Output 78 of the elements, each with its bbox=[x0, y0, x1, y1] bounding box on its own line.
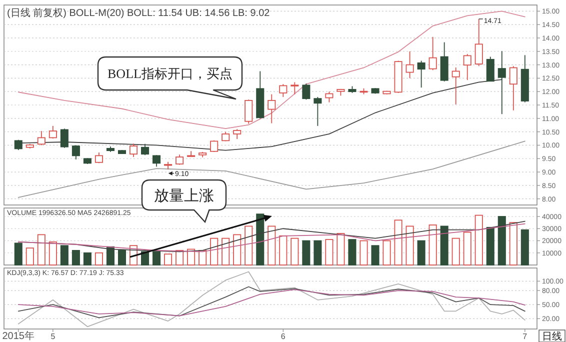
bar bbox=[440, 226, 448, 266]
x-tick-label: 6 bbox=[280, 332, 286, 341]
bar bbox=[164, 254, 172, 266]
bar bbox=[198, 250, 207, 266]
candlestick bbox=[60, 128, 68, 148]
chart-title: (日线 前复权) BOLL-M(20) BOLL: 11.54 UB: 14.56 LB: 9.02 bbox=[7, 7, 270, 19]
bar bbox=[428, 224, 437, 266]
bar bbox=[176, 250, 184, 266]
bar bbox=[233, 234, 242, 266]
candlestick bbox=[406, 50, 414, 79]
candlestick bbox=[302, 83, 310, 100]
x-tick-label: 7 bbox=[522, 332, 528, 341]
bar bbox=[336, 233, 345, 266]
candlestick bbox=[440, 42, 448, 82]
bar bbox=[48, 242, 57, 266]
bar bbox=[498, 216, 506, 266]
candlestick bbox=[428, 36, 437, 71]
candlestick bbox=[474, 18, 483, 67]
x-tick-label: 2015年 bbox=[2, 330, 35, 342]
candlestick bbox=[509, 66, 518, 111]
x-tick-label: 5 bbox=[50, 332, 56, 341]
annotation: 放量上涨 bbox=[154, 187, 214, 204]
bar bbox=[222, 238, 230, 266]
candlestick bbox=[268, 94, 276, 124]
text: 日线 bbox=[542, 330, 562, 342]
bar bbox=[302, 240, 310, 266]
candlestick bbox=[290, 82, 299, 95]
bar bbox=[26, 248, 34, 266]
candlestick bbox=[129, 143, 138, 158]
candlestick bbox=[463, 54, 472, 81]
bar bbox=[406, 226, 414, 266]
bar bbox=[314, 240, 322, 266]
bar bbox=[14, 242, 22, 266]
candlestick bbox=[187, 150, 196, 157]
candlestick bbox=[314, 96, 322, 126]
candlestick bbox=[37, 130, 46, 146]
bar bbox=[474, 214, 483, 266]
bar bbox=[60, 245, 68, 266]
candlestick bbox=[152, 154, 161, 168]
bar bbox=[417, 240, 426, 266]
bar bbox=[371, 245, 380, 266]
bar bbox=[509, 222, 518, 266]
bar bbox=[279, 235, 288, 266]
bar bbox=[106, 246, 115, 266]
bar bbox=[83, 252, 92, 266]
bar bbox=[268, 226, 276, 266]
bar bbox=[210, 238, 218, 266]
bar bbox=[256, 214, 264, 266]
bar bbox=[94, 252, 103, 266]
bar bbox=[348, 239, 356, 266]
bar bbox=[72, 250, 80, 266]
candlestick bbox=[498, 50, 506, 115]
candlestick bbox=[141, 143, 150, 156]
bar bbox=[325, 239, 334, 266]
candlestick bbox=[325, 91, 334, 103]
bar bbox=[394, 220, 402, 266]
candlestick bbox=[72, 144, 80, 160]
bar bbox=[452, 238, 460, 266]
candlestick bbox=[417, 60, 426, 88]
candlestick bbox=[233, 128, 242, 140]
candlestick bbox=[48, 125, 57, 139]
bar bbox=[520, 229, 529, 266]
candlestick bbox=[244, 99, 253, 124]
bar bbox=[486, 226, 494, 266]
candlestick bbox=[452, 67, 460, 105]
bar bbox=[382, 240, 391, 266]
bar bbox=[152, 251, 161, 266]
bar bbox=[463, 232, 472, 266]
candlestick bbox=[176, 154, 184, 166]
candlestick bbox=[279, 84, 288, 98]
bar bbox=[187, 248, 196, 266]
bar bbox=[290, 238, 299, 266]
candlestick bbox=[486, 56, 494, 82]
bar bbox=[244, 226, 253, 266]
annotation: BOLL指标开口，买点 bbox=[108, 66, 232, 82]
bar bbox=[360, 240, 368, 266]
bar bbox=[37, 234, 46, 266]
bar bbox=[118, 250, 126, 266]
